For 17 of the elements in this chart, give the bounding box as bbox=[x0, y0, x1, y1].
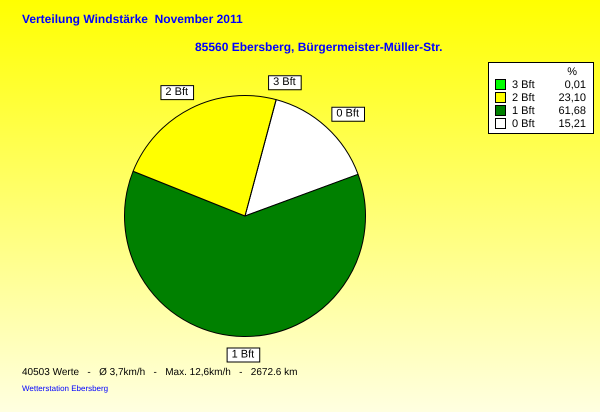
slice-label: 0 Bft bbox=[336, 108, 359, 120]
legend-label: 1 Bft bbox=[512, 104, 536, 116]
data-label: 23,10 bbox=[557, 92, 586, 104]
chart-subtitle: 85560 Ebersberg, Bürgermeister-Müller-Str. bbox=[195, 40, 442, 54]
data-label: 15,21 bbox=[557, 118, 586, 130]
data-label: 61,68 bbox=[557, 104, 586, 116]
text: 40503 Werte - Ø 3,7km/h - Max. 12,6km/h - 2672.6 km bbox=[22, 367, 298, 378]
data-label: 0,01 bbox=[564, 78, 586, 90]
slice-label: 2 Bft bbox=[165, 86, 188, 98]
legend-label: 2 Bft bbox=[512, 92, 536, 104]
text: Wetterstation Ebersberg bbox=[22, 384, 110, 393]
legend-title: % bbox=[566, 66, 578, 78]
legend-label: 0 Bft bbox=[512, 118, 536, 130]
chart-title: Verteilung Windstärke November 2011 bbox=[22, 12, 243, 26]
legend-label: 3 Bft bbox=[512, 78, 536, 90]
slice-label: 1 Bft bbox=[232, 348, 254, 361]
slice-label: 3 Bft bbox=[273, 76, 296, 88]
